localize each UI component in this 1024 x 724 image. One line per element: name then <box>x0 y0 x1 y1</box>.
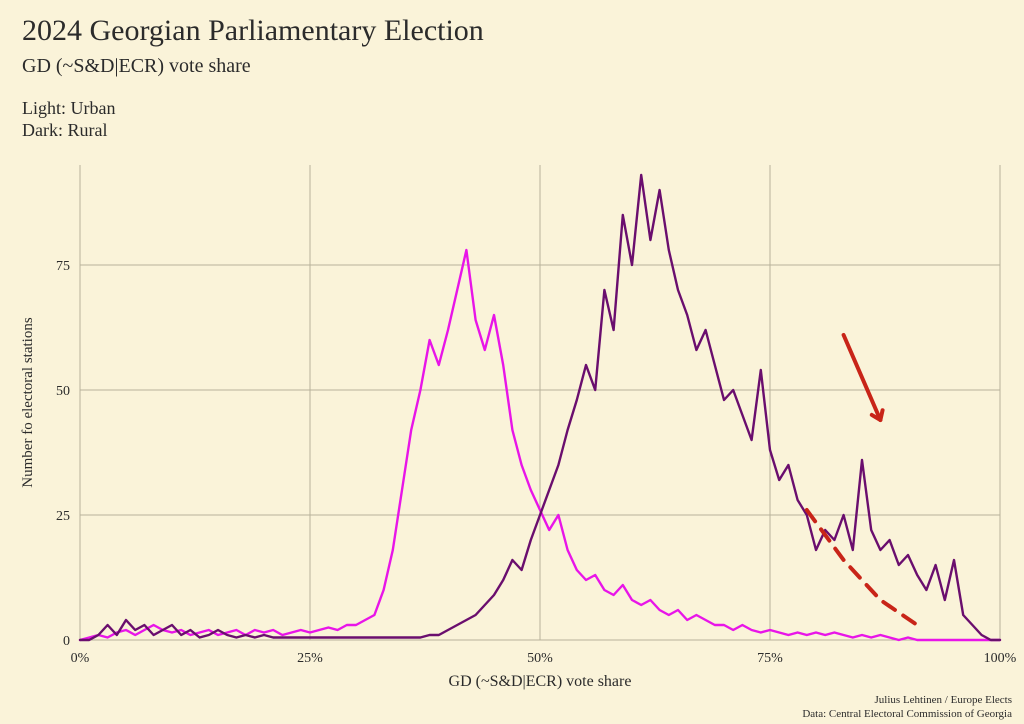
plot-area: 0% 25% 50% 75% 100% 0 25 50 75 GD (~S&D|ECR) vote… <box>0 0 1024 724</box>
x-tick-label: 75% <box>757 651 783 666</box>
x-tick-label: 0% <box>71 651 90 666</box>
chart-stage: 2024 Georgian Parliamentary Election GD … <box>0 0 1024 724</box>
credit-line-source: Data: Central Electoral Commission of Ge… <box>802 708 1012 720</box>
x-tick-label: 25% <box>297 651 323 666</box>
annotation-dashed-curve <box>807 510 917 625</box>
y-axis-label: Number fo electoral stations <box>20 317 36 488</box>
y-tick-label: 0 <box>63 634 70 649</box>
x-tick-label: 100% <box>984 651 1017 666</box>
x-tick-label: 50% <box>527 651 553 666</box>
y-tick-label: 50 <box>56 384 70 399</box>
y-tick-label: 25 <box>56 509 70 524</box>
annotation-arrow-shaft <box>844 335 881 420</box>
y-tick-label: 75 <box>56 259 70 274</box>
x-axis-label: GD (~S&D|ECR) vote share <box>449 673 632 690</box>
credit-line-author: Julius Lehtinen / Europe Elects <box>875 694 1012 706</box>
